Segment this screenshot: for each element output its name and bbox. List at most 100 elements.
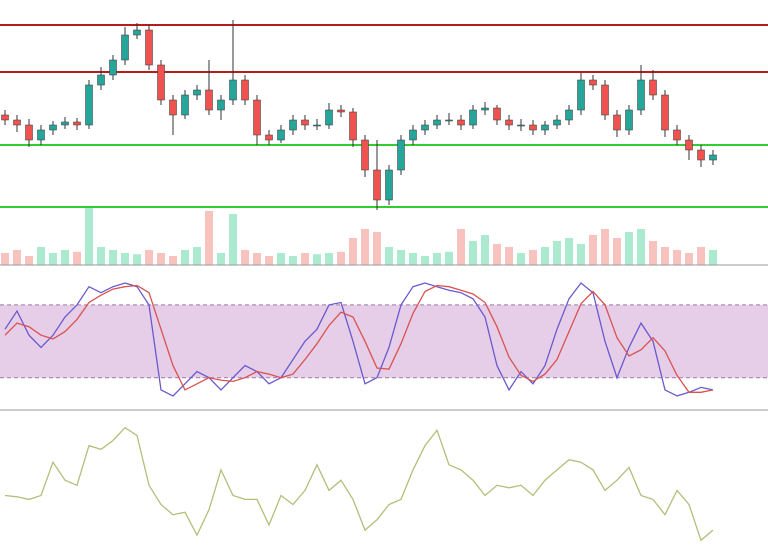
candle-body bbox=[469, 109, 477, 126]
volume-bar bbox=[709, 250, 717, 265]
volume-bar bbox=[445, 251, 453, 265]
candle-body bbox=[97, 74, 105, 86]
candle-body bbox=[433, 119, 441, 126]
candle-body bbox=[505, 119, 513, 126]
volume-bar bbox=[229, 214, 237, 265]
candle-body bbox=[373, 169, 381, 201]
candle-body bbox=[337, 109, 345, 113]
candle-body bbox=[637, 79, 645, 111]
candle-body bbox=[685, 139, 693, 151]
volume-bar bbox=[193, 247, 201, 265]
candle-body bbox=[37, 129, 45, 141]
candle-body bbox=[241, 79, 249, 101]
volume-bar bbox=[337, 251, 345, 265]
volume-bar bbox=[373, 232, 381, 265]
candle-body bbox=[709, 154, 717, 161]
volume-bar bbox=[253, 253, 261, 265]
band bbox=[0, 304, 768, 378]
volume-bar bbox=[649, 241, 657, 265]
volume-bar bbox=[661, 247, 669, 265]
candle-body bbox=[25, 124, 33, 141]
volume-bar bbox=[481, 235, 489, 265]
volume-bar bbox=[73, 251, 81, 265]
candle-body bbox=[109, 59, 117, 76]
volume-bar bbox=[553, 241, 561, 265]
volume-bar bbox=[541, 247, 549, 265]
candle-body bbox=[217, 99, 225, 111]
volume-bar bbox=[181, 250, 189, 265]
volume-bar bbox=[385, 247, 393, 265]
candle-body bbox=[493, 107, 501, 121]
candle-body bbox=[457, 119, 465, 126]
candle-body bbox=[673, 129, 681, 141]
candle-body bbox=[481, 107, 489, 111]
candle-body bbox=[529, 124, 537, 131]
volume-bar bbox=[49, 253, 57, 265]
volume-bar bbox=[685, 253, 693, 265]
volume-bar bbox=[601, 229, 609, 265]
candle-body bbox=[409, 129, 417, 141]
candle-body bbox=[589, 79, 597, 86]
volume-bar bbox=[241, 250, 249, 265]
volume-bar bbox=[397, 250, 405, 265]
volume-bar bbox=[121, 253, 129, 265]
candle-body bbox=[361, 139, 369, 171]
volume-bar bbox=[277, 253, 285, 265]
volume-bar bbox=[61, 250, 69, 265]
candle-body bbox=[85, 84, 93, 126]
volume-bar bbox=[565, 238, 573, 265]
candle-body bbox=[145, 29, 153, 66]
candle-body bbox=[229, 79, 237, 101]
candle-body bbox=[661, 94, 669, 131]
volume-bar bbox=[301, 253, 309, 265]
volume-bar bbox=[85, 208, 93, 265]
volume-bar bbox=[109, 250, 117, 265]
volume-bar bbox=[469, 241, 477, 265]
candle-body bbox=[253, 99, 261, 136]
volume-bar bbox=[157, 253, 165, 265]
line-series bbox=[4, 426, 714, 542]
candle-body bbox=[613, 114, 621, 131]
candle-body bbox=[49, 124, 57, 131]
candle-body bbox=[181, 94, 189, 116]
volume-bar bbox=[517, 253, 525, 265]
volume-bar bbox=[697, 247, 705, 265]
candle-body bbox=[61, 121, 69, 126]
candle-body bbox=[121, 34, 129, 61]
volume-bar bbox=[265, 256, 273, 265]
volume-bar bbox=[529, 250, 537, 265]
candle-body bbox=[625, 109, 633, 131]
volume-bar bbox=[145, 250, 153, 265]
volume-bar bbox=[457, 229, 465, 265]
volume-bar bbox=[325, 253, 333, 265]
candle-body bbox=[313, 124, 321, 127]
volume-bar bbox=[349, 238, 357, 265]
volume-bar bbox=[217, 253, 225, 265]
candle-body bbox=[397, 139, 405, 171]
candle-body bbox=[13, 119, 21, 126]
candle-body bbox=[517, 124, 525, 127]
candle-body bbox=[445, 119, 453, 122]
candle-body bbox=[421, 124, 429, 131]
candle-body bbox=[1, 114, 9, 121]
candle-body bbox=[277, 129, 285, 141]
volume-bar bbox=[625, 232, 633, 265]
volume-bar bbox=[169, 256, 177, 265]
line-series bbox=[4, 282, 714, 397]
volume-bar bbox=[673, 250, 681, 265]
line-series bbox=[4, 284, 714, 393]
candle-body bbox=[385, 169, 393, 201]
candle-body bbox=[553, 119, 561, 126]
volume-bar bbox=[577, 244, 585, 265]
candle-body bbox=[169, 99, 177, 116]
volume-bar bbox=[505, 247, 513, 265]
candle-body bbox=[265, 134, 273, 141]
volume-bar bbox=[25, 256, 33, 265]
volume-bar bbox=[205, 211, 213, 265]
candle-body bbox=[157, 64, 165, 101]
candle-body bbox=[541, 124, 549, 131]
candle-body bbox=[649, 79, 657, 96]
volume-bar bbox=[433, 253, 441, 265]
